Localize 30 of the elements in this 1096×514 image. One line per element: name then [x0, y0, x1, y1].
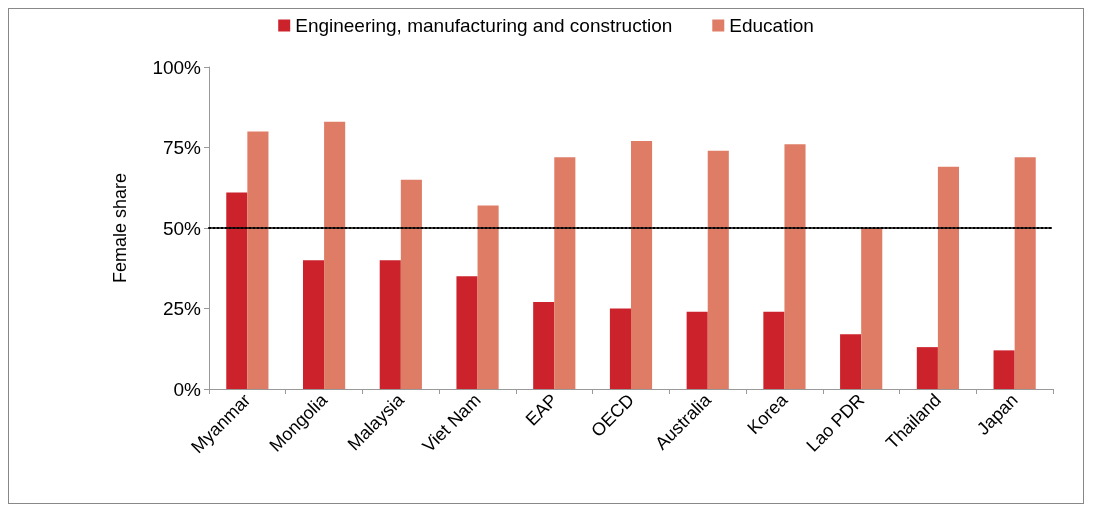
bar: [379, 260, 401, 389]
y-tick-label: 50%: [162, 217, 202, 239]
bar: [324, 121, 346, 389]
bar: [533, 302, 555, 389]
bar: [840, 334, 862, 389]
y-tick-label: 75%: [162, 137, 202, 158]
bar: [763, 311, 785, 389]
bar: [707, 150, 729, 389]
bar: [861, 228, 883, 389]
bar: [302, 260, 325, 389]
bar: [554, 157, 576, 389]
bar: [400, 179, 422, 389]
y-tick-label: 100%: [152, 56, 202, 78]
bar: [1014, 157, 1036, 389]
bar: [993, 350, 1015, 389]
bar: [686, 311, 708, 389]
bar: [247, 131, 269, 389]
bar: [937, 166, 960, 389]
bar: [456, 276, 478, 389]
bar: [477, 205, 499, 389]
y-tick-label: 25%: [162, 298, 202, 319]
bar: [226, 192, 248, 389]
legend-label: Education: [729, 15, 814, 36]
bar: [609, 308, 631, 389]
bar: [784, 144, 806, 389]
y-tick-label: 0%: [173, 378, 202, 400]
y-axis-title: Female share: [110, 172, 130, 284]
bar: [916, 347, 938, 389]
legend-label: Engineering, manufacturing and construction: [295, 15, 673, 36]
bar: [631, 141, 653, 389]
